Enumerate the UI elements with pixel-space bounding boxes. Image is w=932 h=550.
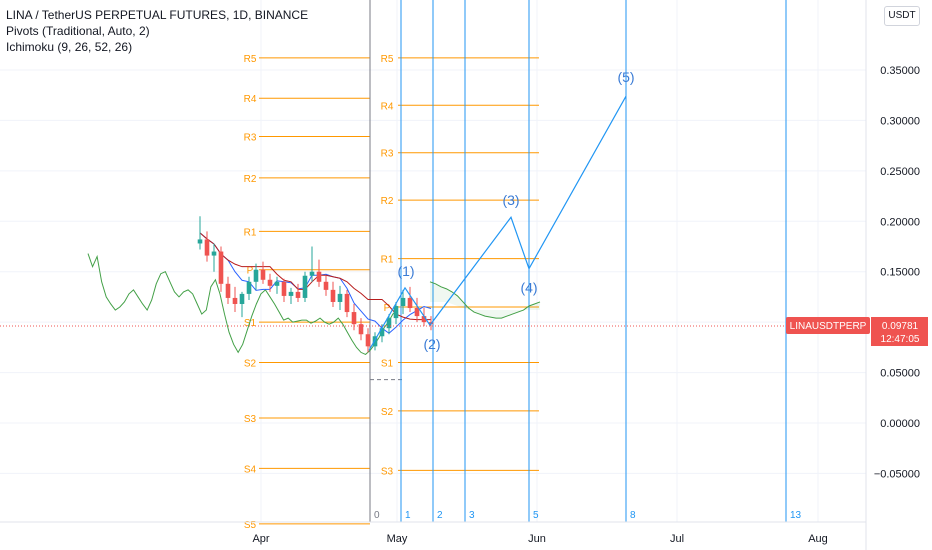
- candle-body: [421, 316, 427, 323]
- fib-time-label: 5: [533, 510, 539, 521]
- wave-path: [368, 95, 627, 351]
- candle-body: [309, 271, 315, 276]
- lagging-span: [87, 253, 398, 356]
- pivot-label: R4: [244, 94, 257, 105]
- candle-body: [197, 239, 203, 244]
- wave-label: (5): [617, 69, 634, 85]
- price-tick-label: 0.25000: [880, 166, 920, 178]
- fib-time-zones: 0 1 2 3 5 8 13: [369, 0, 802, 522]
- candle-body: [281, 281, 287, 296]
- time-tick-label: Jun: [528, 533, 546, 545]
- wave-label: (1): [397, 263, 414, 279]
- fib-time-label: 8: [630, 510, 636, 521]
- fib-time-label: 0: [374, 510, 380, 521]
- candle-body: [337, 293, 343, 302]
- candle-body: [414, 308, 420, 317]
- bar-countdown: 12:47:05: [881, 334, 920, 345]
- candle-body: [239, 293, 245, 304]
- pivot-label: P: [247, 266, 254, 277]
- price-tick-label: 0.05000: [880, 368, 920, 380]
- pivot-label: P: [384, 303, 391, 314]
- time-tick-label: Aug: [808, 533, 828, 545]
- candle-body: [246, 281, 252, 294]
- candle-body: [274, 281, 280, 286]
- ichimoku-cloud: [430, 281, 540, 319]
- currency-button[interactable]: USDT: [884, 6, 920, 26]
- pivot-label: R5: [244, 54, 257, 65]
- price-tick-label: 0.30000: [880, 115, 920, 127]
- candle-body: [267, 279, 273, 286]
- candle-body: [358, 324, 364, 335]
- price-tick-label: 0.20000: [880, 216, 920, 228]
- candle-body: [379, 328, 385, 337]
- pivot-label: R3: [381, 149, 394, 160]
- legend-symbol[interactable]: LINA / TetherUS PERPETUAL FUTURES, 1D, B…: [6, 8, 309, 22]
- candle-body: [386, 318, 392, 329]
- pivot-label: R3: [244, 133, 257, 144]
- wave-label: (3): [502, 192, 519, 208]
- candle-body: [225, 283, 231, 298]
- price-tick-label: 0.00000: [880, 418, 920, 430]
- candle-body: [204, 239, 210, 256]
- candle-body: [211, 251, 217, 256]
- candle-body: [295, 291, 301, 298]
- price-tick-label: −0.05000: [874, 468, 920, 480]
- candle-body: [302, 275, 308, 298]
- pivot-label: R1: [381, 255, 394, 266]
- candle-body: [351, 312, 357, 325]
- leading-span-a: [429, 281, 541, 319]
- candle-body: [316, 271, 322, 282]
- pivot-label: R4: [381, 101, 394, 112]
- candle-body: [400, 297, 406, 307]
- last-price-symbol: LINAUSDTPERP: [790, 321, 867, 332]
- pivot-label: S3: [381, 466, 394, 477]
- candle-body: [393, 306, 399, 319]
- candle-body: [260, 269, 266, 280]
- candle-body: [232, 297, 238, 304]
- ichimoku-indicator: [87, 232, 541, 356]
- pivot-label: R2: [381, 196, 394, 207]
- last-price-value: 0.09781: [882, 321, 919, 332]
- pivot-label: R1: [244, 227, 257, 238]
- pivot-label: S1: [244, 318, 257, 329]
- candle-body: [365, 334, 371, 347]
- last-price-label: LINAUSDTPERP 0.09781 12:47:05: [786, 317, 928, 346]
- chart-legend: LINA / TetherUS PERPETUAL FUTURES, 1D, B…: [6, 7, 308, 55]
- fib-time-label: 1: [405, 510, 411, 521]
- elliott-wave-drawing[interactable]: (1) (2) (3) (4) (5): [368, 69, 635, 352]
- price-tick-label: 0.35000: [880, 65, 920, 77]
- pivot-label: S4: [244, 464, 257, 475]
- wave-label: (4): [520, 280, 537, 296]
- time-tick-label: Jul: [670, 533, 684, 545]
- candle-body: [330, 289, 336, 302]
- candle-body: [288, 291, 294, 296]
- pivot-label: S1: [381, 358, 394, 369]
- candle-body: [344, 293, 350, 313]
- time-tick-label: Apr: [252, 533, 269, 545]
- candle-body: [218, 251, 224, 284]
- legend-pivots[interactable]: Pivots (Traditional, Auto, 2): [6, 24, 150, 38]
- fib-time-label: 2: [437, 510, 443, 521]
- fib-time-label: 13: [790, 510, 802, 521]
- candle-body: [372, 336, 378, 347]
- legend-ichimoku[interactable]: Ichimoku (9, 26, 52, 26): [6, 40, 133, 54]
- candle-body: [407, 297, 413, 309]
- fib-time-label: 3: [469, 510, 475, 521]
- pivot-levels: R5 R4 R3 R2 R1 P S1 S2 S3 S4 S5 R5 R4 R3 R2 R1 P S1 S2 S3: [244, 54, 539, 531]
- time-tick-label: May: [387, 533, 408, 545]
- candlestick-series: [197, 216, 434, 353]
- candle-body: [323, 281, 329, 290]
- pivot-label: S3: [244, 414, 257, 425]
- pivot-label: S2: [381, 407, 394, 418]
- pivot-label: S2: [244, 358, 257, 369]
- pivot-label: R5: [381, 54, 394, 65]
- candle-body: [253, 269, 259, 282]
- pivot-label: S5: [244, 520, 257, 531]
- price-tick-label: 0.15000: [880, 267, 920, 279]
- wave-label: (2): [423, 336, 440, 352]
- conversion-line: [199, 232, 432, 334]
- pivot-label: R2: [244, 174, 257, 185]
